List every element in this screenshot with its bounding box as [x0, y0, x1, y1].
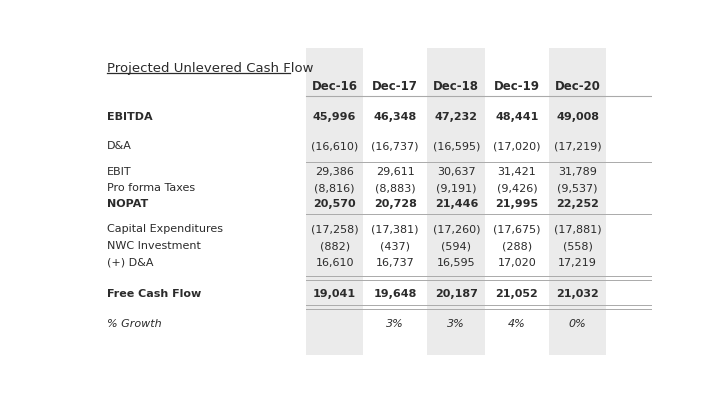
- Text: 30,637: 30,637: [437, 167, 476, 177]
- Text: 20,728: 20,728: [374, 199, 416, 209]
- Text: D&A: D&A: [107, 141, 132, 151]
- Text: 21,032: 21,032: [556, 289, 599, 299]
- Text: 20,187: 20,187: [435, 289, 478, 299]
- Text: 49,008: 49,008: [556, 112, 599, 122]
- Text: 19,041: 19,041: [313, 289, 356, 299]
- Text: (16,737): (16,737): [371, 141, 419, 151]
- Text: 16,610: 16,610: [316, 258, 354, 268]
- Text: Dec-17: Dec-17: [372, 80, 418, 93]
- Text: 17,020: 17,020: [497, 258, 536, 268]
- Text: 16,595: 16,595: [437, 258, 476, 268]
- Text: 16,737: 16,737: [376, 258, 415, 268]
- Text: 45,996: 45,996: [313, 112, 356, 122]
- Text: Pro forma Taxes: Pro forma Taxes: [107, 183, 195, 193]
- Text: 19,648: 19,648: [374, 289, 417, 299]
- Bar: [549, 48, 607, 355]
- Text: Free Cash Flow: Free Cash Flow: [107, 289, 201, 299]
- Text: 47,232: 47,232: [435, 112, 478, 122]
- Bar: [306, 48, 363, 355]
- Text: 0%: 0%: [568, 319, 586, 330]
- Text: (17,381): (17,381): [371, 224, 419, 234]
- Text: 3%: 3%: [387, 319, 404, 330]
- Text: 22,252: 22,252: [556, 199, 599, 209]
- Bar: [427, 48, 485, 355]
- Text: (17,881): (17,881): [554, 224, 602, 234]
- Text: (16,595): (16,595): [433, 141, 480, 151]
- Text: EBIT: EBIT: [107, 167, 132, 177]
- Text: 21,995: 21,995: [495, 199, 539, 209]
- Text: Dec-20: Dec-20: [555, 80, 600, 93]
- Text: NWC Investment: NWC Investment: [107, 241, 201, 251]
- Text: 17,219: 17,219: [558, 258, 597, 268]
- Text: (9,191): (9,191): [436, 183, 476, 193]
- Text: (8,816): (8,816): [314, 183, 355, 193]
- Text: (288): (288): [502, 241, 532, 251]
- Text: 29,611: 29,611: [376, 167, 415, 177]
- Text: % Growth: % Growth: [107, 319, 162, 330]
- Text: (9,537): (9,537): [557, 183, 598, 193]
- Text: (882): (882): [319, 241, 350, 251]
- Text: (16,610): (16,610): [311, 141, 358, 151]
- Text: (17,258): (17,258): [311, 224, 358, 234]
- Text: Dec-16: Dec-16: [311, 80, 358, 93]
- Text: (437): (437): [380, 241, 411, 251]
- Text: 48,441: 48,441: [495, 112, 539, 122]
- Text: 20,570: 20,570: [313, 199, 356, 209]
- Text: (8,883): (8,883): [375, 183, 416, 193]
- Text: (594): (594): [442, 241, 471, 251]
- Text: (17,260): (17,260): [432, 224, 480, 234]
- Text: 46,348: 46,348: [374, 112, 417, 122]
- Text: (558): (558): [563, 241, 592, 251]
- Text: (17,219): (17,219): [554, 141, 602, 151]
- Text: 4%: 4%: [508, 319, 526, 330]
- Text: 3%: 3%: [447, 319, 466, 330]
- Text: Dec-19: Dec-19: [494, 80, 540, 93]
- Text: (17,020): (17,020): [493, 141, 541, 151]
- Text: (9,426): (9,426): [497, 183, 537, 193]
- Text: (17,675): (17,675): [493, 224, 541, 234]
- Text: 29,386: 29,386: [315, 167, 354, 177]
- Text: NOPAT: NOPAT: [107, 199, 148, 209]
- Text: Capital Expenditures: Capital Expenditures: [107, 224, 223, 234]
- Text: Projected Unlevered Cash Flow: Projected Unlevered Cash Flow: [107, 62, 313, 75]
- Text: 21,446: 21,446: [434, 199, 478, 209]
- Text: 21,052: 21,052: [495, 289, 539, 299]
- Text: 31,789: 31,789: [558, 167, 597, 177]
- Text: Dec-18: Dec-18: [434, 80, 479, 93]
- Text: EBITDA: EBITDA: [107, 112, 153, 122]
- Text: (+) D&A: (+) D&A: [107, 258, 153, 268]
- Text: 31,421: 31,421: [497, 167, 536, 177]
